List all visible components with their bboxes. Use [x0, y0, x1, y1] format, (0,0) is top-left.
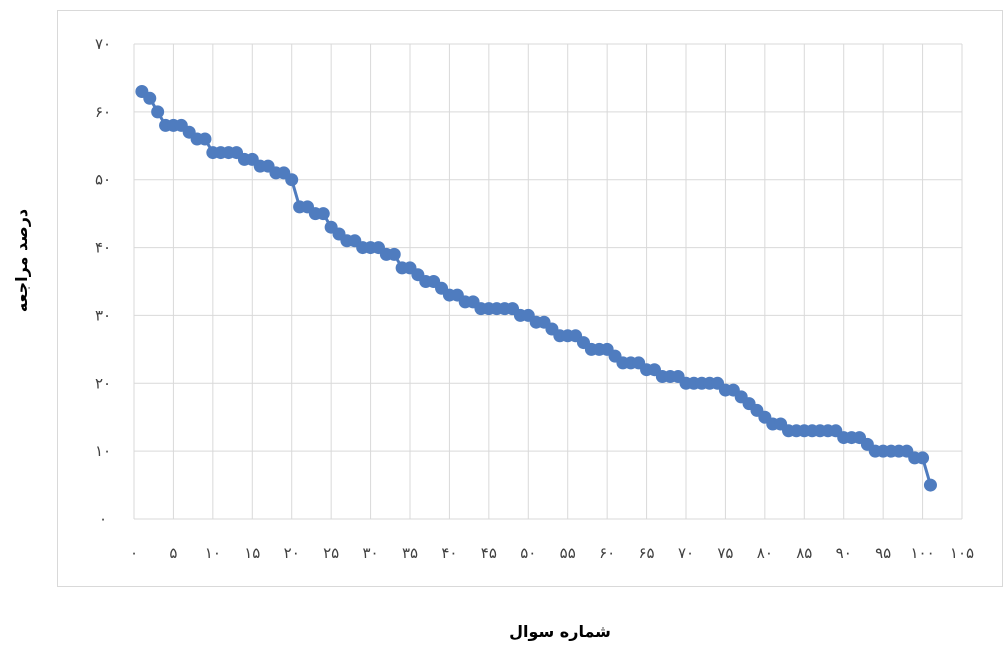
x-tick-label: ۱۰۵	[950, 544, 974, 562]
y-tick-label: ۴۰	[95, 239, 111, 257]
data-point	[387, 247, 401, 261]
x-tick-label: ۱۰	[205, 544, 221, 562]
x-tick-label: ۱۵	[244, 544, 260, 562]
data-point	[143, 91, 157, 105]
x-tick-label: ۴۰	[441, 544, 457, 562]
x-tick-label: ۵	[169, 544, 177, 562]
y-tick-label: ۶۰	[95, 103, 111, 121]
y-tick-label: ۲۰	[95, 374, 111, 392]
x-tick-label: ۷۵	[717, 544, 733, 562]
data-point	[923, 478, 937, 492]
data-point	[285, 173, 299, 187]
data-point	[916, 451, 930, 465]
x-tick-label: ۷۰	[678, 544, 694, 562]
x-tick-label: ۲۵	[323, 544, 339, 562]
x-tick-label: ۸۰	[757, 544, 773, 562]
x-tick-label: ۹۰	[836, 544, 852, 562]
x-tick-label: ۶۵	[639, 544, 655, 562]
y-tick-label: ۰	[99, 510, 107, 528]
x-tick-label: ۴۵	[481, 544, 497, 562]
x-tick-label: ۲۰	[284, 544, 300, 562]
x-tick-label: ۳۰	[363, 544, 379, 562]
x-axis-title: شماره سوال	[509, 622, 611, 641]
y-tick-label: ۱۰	[95, 442, 111, 460]
x-tick-label: ۹۵	[875, 544, 891, 562]
line-chart: ۰ ۵ ۱۰ ۱۵ ۲۰ ۲۵ ۳۰ ۳۵ ۴۰ ۴۵ ۵۰ ۵۵ ۶۰ ۶۵ ۷۰ ۷۵ ۸۰ ۸۵ ۹۰ ۹۵ ۱۰…	[95, 35, 974, 562]
x-tick-label: ۵۵	[560, 544, 576, 562]
data-point	[151, 105, 165, 119]
y-tick-label: ۷۰	[95, 35, 111, 53]
y-axis-title: درصد مراجعه	[2, 160, 42, 360]
x-tick-label: ۰	[130, 544, 138, 562]
y-tick-label: ۵۰	[95, 171, 111, 189]
chart-area: ۰ ۵ ۱۰ ۱۵ ۲۰ ۲۵ ۳۰ ۳۵ ۴۰ ۴۵ ۵۰ ۵۵ ۶۰ ۶۵ ۷۰ ۷۵ ۸۰ ۸۵ ۹۰ ۹۵ ۱۰…	[57, 10, 1003, 587]
x-tick-label: ۶۰	[599, 544, 615, 562]
x-tick-label: ۱۰۰	[910, 544, 934, 562]
x-tick-label: ۵۰	[520, 544, 536, 562]
y-axis-title-text: درصد مراجعه	[12, 208, 32, 312]
data-point	[198, 132, 212, 146]
x-tick-label: ۳۵	[402, 544, 418, 562]
x-tick-label: ۸۵	[796, 544, 812, 562]
y-tick-label: ۳۰	[95, 306, 111, 324]
data-point	[316, 207, 330, 221]
